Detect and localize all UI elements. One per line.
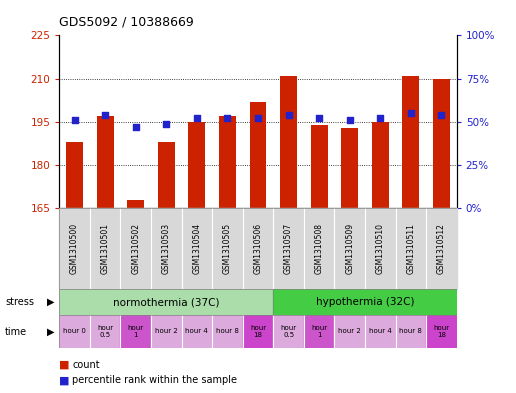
Text: ▶: ▶ <box>47 297 54 307</box>
Bar <box>182 315 212 348</box>
Text: hour 8: hour 8 <box>399 329 422 334</box>
Point <box>162 120 170 127</box>
Bar <box>158 142 175 208</box>
Text: hour 4: hour 4 <box>185 329 208 334</box>
Text: count: count <box>72 360 100 370</box>
Point <box>315 115 323 121</box>
Point <box>284 112 293 118</box>
Point <box>254 115 262 121</box>
Bar <box>59 315 90 348</box>
Text: GDS5092 / 10388669: GDS5092 / 10388669 <box>59 16 194 29</box>
Bar <box>273 289 457 315</box>
Bar <box>280 76 297 208</box>
Text: hour 8: hour 8 <box>216 329 239 334</box>
Bar <box>66 142 83 208</box>
Bar <box>90 315 120 348</box>
Text: hour 2: hour 2 <box>338 329 361 334</box>
Bar <box>365 315 396 348</box>
Bar <box>250 102 266 208</box>
Bar <box>304 315 334 348</box>
Point <box>437 112 445 118</box>
Text: GSM1310512: GSM1310512 <box>437 223 446 274</box>
Text: hour
1: hour 1 <box>127 325 144 338</box>
Text: GSM1310500: GSM1310500 <box>70 223 79 274</box>
Text: stress: stress <box>5 297 34 307</box>
Bar <box>396 315 426 348</box>
Text: hour
0.5: hour 0.5 <box>281 325 297 338</box>
Point <box>376 115 384 121</box>
Bar <box>120 315 151 348</box>
Bar <box>433 79 450 208</box>
Text: hour
0.5: hour 0.5 <box>97 325 113 338</box>
Bar <box>59 289 273 315</box>
Bar <box>219 116 236 208</box>
Text: hour 4: hour 4 <box>369 329 392 334</box>
Point <box>132 124 140 130</box>
Bar <box>426 315 457 348</box>
Text: ■: ■ <box>59 375 70 386</box>
Bar <box>311 125 328 208</box>
Text: hypothermia (32C): hypothermia (32C) <box>316 297 414 307</box>
Text: hour 0: hour 0 <box>63 329 86 334</box>
Text: percentile rank within the sample: percentile rank within the sample <box>72 375 237 386</box>
Text: time: time <box>5 327 27 337</box>
Text: hour
18: hour 18 <box>250 325 266 338</box>
Bar <box>151 315 182 348</box>
Text: GSM1310505: GSM1310505 <box>223 223 232 274</box>
Bar <box>127 200 144 208</box>
Bar <box>212 315 243 348</box>
Text: hour 2: hour 2 <box>155 329 178 334</box>
Bar <box>334 315 365 348</box>
Text: hour
1: hour 1 <box>311 325 327 338</box>
Bar <box>188 122 205 208</box>
Point <box>407 110 415 116</box>
Text: GSM1310504: GSM1310504 <box>192 223 201 274</box>
Point <box>193 115 201 121</box>
Bar <box>372 122 389 208</box>
Text: GSM1310501: GSM1310501 <box>101 223 110 274</box>
Point <box>346 117 354 123</box>
Text: ▶: ▶ <box>47 327 54 337</box>
Text: GSM1310507: GSM1310507 <box>284 223 293 274</box>
Bar <box>243 315 273 348</box>
Bar <box>402 76 419 208</box>
Point <box>101 112 109 118</box>
Bar <box>341 128 358 208</box>
Text: GSM1310510: GSM1310510 <box>376 223 385 274</box>
Text: hour
18: hour 18 <box>433 325 449 338</box>
Point <box>71 117 79 123</box>
Text: ■: ■ <box>59 360 70 370</box>
Text: GSM1310503: GSM1310503 <box>162 223 171 274</box>
Text: GSM1310506: GSM1310506 <box>253 223 263 274</box>
Text: GSM1310509: GSM1310509 <box>345 223 354 274</box>
Text: GSM1310508: GSM1310508 <box>315 223 324 274</box>
Point <box>223 115 232 121</box>
Text: normothermia (37C): normothermia (37C) <box>113 297 220 307</box>
Bar <box>97 116 114 208</box>
Text: GSM1310511: GSM1310511 <box>406 223 415 274</box>
Text: GSM1310502: GSM1310502 <box>131 223 140 274</box>
Bar <box>273 315 304 348</box>
